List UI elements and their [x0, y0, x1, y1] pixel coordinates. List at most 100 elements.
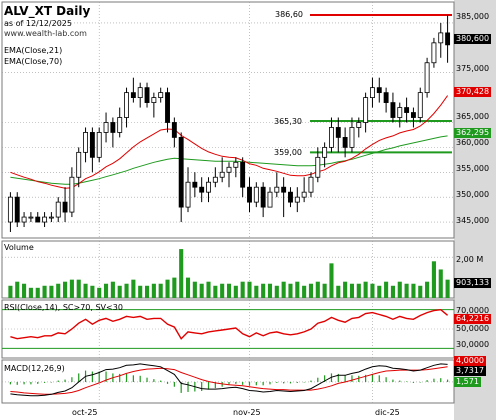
macd-histogram-bar — [180, 381, 182, 393]
volume-bar — [343, 281, 348, 298]
volume-bar — [49, 285, 54, 298]
macd-histogram-bar — [207, 381, 210, 390]
support-level-label-1: 365,30 — [274, 117, 302, 126]
macd-histogram-bar — [71, 377, 73, 382]
volume-bar — [384, 281, 389, 298]
candle-body — [288, 191, 293, 203]
ema70-value-badge: 362,295 — [454, 128, 492, 138]
candle-body — [247, 186, 252, 203]
macd-histogram-bar — [64, 379, 66, 382]
macd-histogram-bar — [358, 375, 360, 382]
volume-bar — [199, 283, 204, 298]
macd-histogram-bar — [153, 379, 155, 382]
candle-body — [171, 122, 177, 138]
candle-body — [35, 216, 41, 223]
volume-bar — [438, 269, 443, 298]
macd-histogram-bar — [324, 375, 326, 382]
ema70-line — [10, 135, 448, 185]
rsi-value-badge: 64,2216 — [454, 314, 492, 324]
candle-body — [165, 92, 170, 123]
candle-body — [62, 201, 68, 213]
candle-body — [130, 92, 136, 99]
volume-bar — [35, 287, 40, 298]
volume-bar — [281, 281, 286, 298]
candle-body — [383, 92, 389, 103]
site-link[interactable]: www.wealth-lab.com — [4, 29, 87, 38]
rsi-pane-title: RSI(Close,14), SC>70, SV<30 — [4, 303, 123, 312]
candle-body — [158, 92, 164, 99]
macd-histogram-bar — [371, 374, 374, 382]
volume-bar — [63, 281, 68, 298]
volume-bar — [42, 285, 47, 298]
macd-max-badge: 4,0000 — [454, 356, 486, 366]
volume-bar — [240, 281, 245, 298]
candle-body — [42, 216, 48, 223]
volume-bar — [117, 285, 122, 298]
chart-title: ALV_XT Daily — [4, 4, 91, 18]
macd-histogram-bar — [173, 381, 175, 387]
volume-bar — [90, 285, 95, 298]
candle-body — [369, 87, 375, 99]
macd-histogram-bar — [9, 381, 12, 385]
candle-body — [69, 176, 75, 213]
volume-bar — [138, 285, 143, 298]
candle-body — [219, 171, 225, 178]
macd-histogram-bar — [132, 375, 134, 382]
macd-line — [10, 363, 448, 397]
volume-bar — [206, 281, 211, 298]
date-tick-nov: nov-25 — [233, 408, 261, 417]
macd-histogram-bar — [187, 381, 189, 392]
as-of-date: as of 12/12/2025 — [4, 19, 72, 28]
macd-histogram-bar — [296, 381, 298, 383]
volume-bar — [288, 283, 293, 298]
macd-histogram-bar — [91, 371, 93, 382]
volume-bar — [295, 281, 300, 298]
candle-body — [308, 176, 314, 193]
candle-body — [253, 186, 259, 203]
macd-hist-badge: 1,571 — [454, 377, 481, 387]
candle-body — [390, 102, 396, 118]
price-tick-350: 350,000 — [456, 190, 490, 199]
candle-body — [376, 87, 382, 94]
volume-bar — [172, 277, 177, 298]
macd-histogram-bar — [337, 373, 339, 382]
macd-histogram-bar — [269, 381, 271, 385]
macd-histogram-bar — [125, 373, 128, 382]
volume-bar — [397, 281, 402, 298]
volume-bar — [165, 279, 170, 298]
macd-histogram-bar — [160, 380, 162, 382]
volume-bar — [56, 283, 61, 298]
volume-bar — [336, 285, 341, 298]
macd-histogram-bar — [440, 378, 442, 382]
volume-bar — [179, 249, 184, 298]
macd-histogram-bar — [30, 381, 32, 385]
macd-histogram-bar — [43, 381, 46, 383]
price-tick-360: 360,000 — [456, 138, 490, 147]
macd-histogram-bar — [276, 381, 278, 383]
volume-bar — [22, 283, 27, 298]
candle-body — [349, 127, 355, 148]
macd-histogram-bar — [50, 381, 52, 383]
macd-histogram-bar — [392, 379, 394, 382]
volume-bar — [220, 283, 225, 298]
volume-bar — [418, 285, 423, 298]
candle-body — [445, 32, 451, 46]
ema21-label: EMA(Close,21) — [4, 46, 63, 55]
candle-body — [240, 161, 246, 188]
macd-histogram-bar — [262, 381, 264, 386]
candle-body — [151, 97, 157, 103]
candle-body — [315, 156, 321, 178]
macd-histogram-bar — [378, 375, 380, 382]
macd-histogram-bar — [119, 373, 121, 382]
candle-body — [185, 181, 191, 208]
candle-body — [199, 186, 205, 193]
volume-bar — [185, 277, 191, 298]
candle-body — [192, 181, 198, 188]
macd-histogram-bar — [351, 375, 353, 382]
candle-body — [363, 97, 369, 123]
macd-histogram-bar — [16, 381, 18, 385]
macd-histogram-bar — [57, 380, 59, 382]
macd-histogram-bar — [255, 381, 257, 386]
